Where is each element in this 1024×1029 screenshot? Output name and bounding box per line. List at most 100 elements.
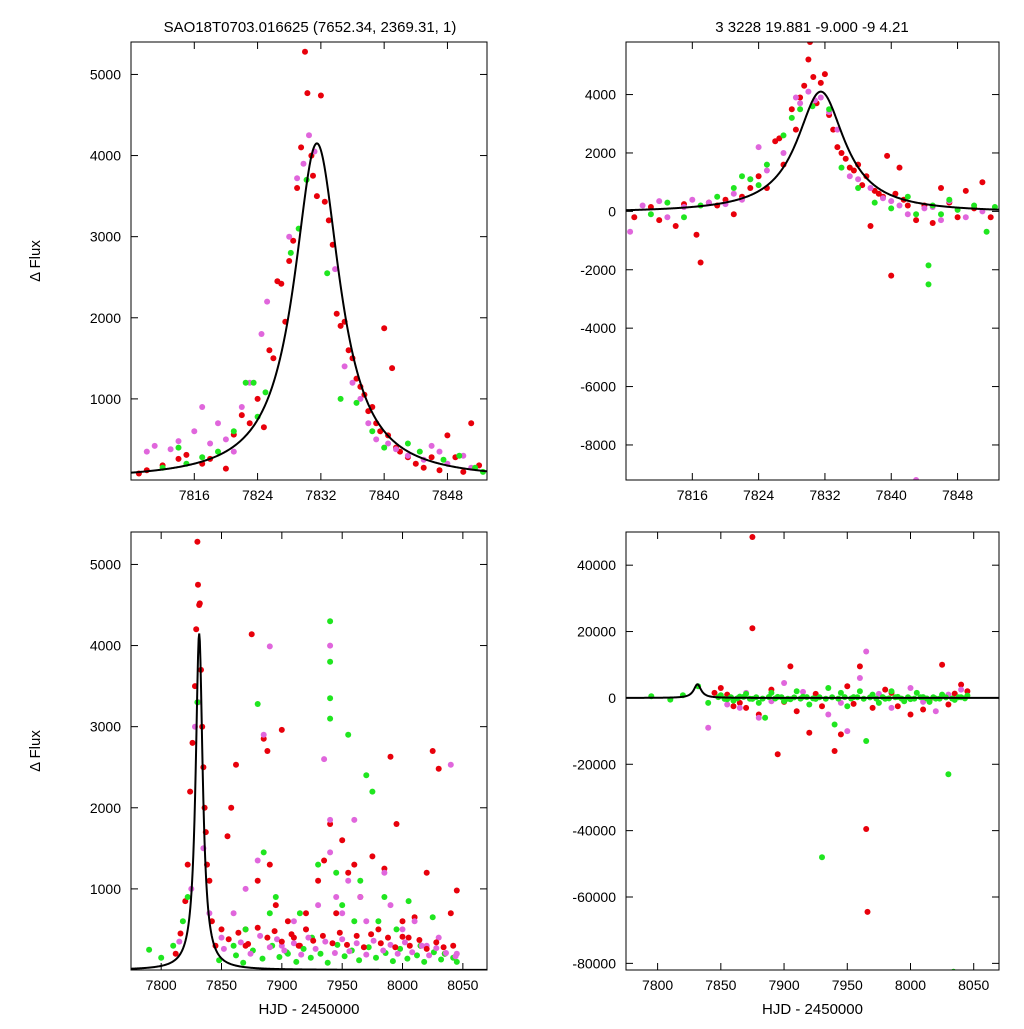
point-red <box>821 71 828 78</box>
point-green <box>739 173 745 180</box>
point-magenta <box>167 446 174 453</box>
y-tick-label: -80000 <box>572 955 616 971</box>
point-magenta <box>220 945 227 952</box>
point-green <box>233 952 239 959</box>
point-magenta <box>339 910 346 917</box>
point-magenta <box>331 950 338 956</box>
point-red <box>730 703 737 710</box>
point-green <box>170 942 177 949</box>
point-red <box>810 74 817 80</box>
x-tick-label: 7816 <box>677 487 708 503</box>
point-green <box>404 955 411 962</box>
point-green <box>440 456 447 463</box>
point-magenta <box>381 869 388 876</box>
point-magenta <box>443 950 449 956</box>
point-magenta <box>176 938 183 945</box>
point-green <box>179 918 186 925</box>
point-red <box>238 412 245 419</box>
point-red <box>172 950 179 957</box>
point-red <box>964 688 971 695</box>
point-magenta <box>904 211 911 218</box>
y-tick-label: 3000 <box>90 229 121 245</box>
point-red <box>904 202 911 209</box>
point-magenta <box>393 446 399 453</box>
x-tick-label: 7900 <box>768 977 799 993</box>
point-red <box>381 865 388 872</box>
point-green <box>381 444 388 451</box>
point-magenta <box>306 132 312 139</box>
x-tick-label: 7950 <box>832 977 863 993</box>
point-red <box>433 939 440 946</box>
point-green <box>730 185 737 191</box>
point-magenta <box>345 877 352 884</box>
point-red <box>264 934 271 941</box>
point-red <box>193 626 200 633</box>
point-green <box>414 952 420 959</box>
point-magenta <box>365 420 372 427</box>
point-red <box>387 753 394 760</box>
point-magenta <box>191 428 198 435</box>
point-magenta <box>418 942 425 949</box>
point-magenta <box>363 951 370 958</box>
point-red <box>302 48 308 55</box>
point-magenta <box>370 937 377 944</box>
point-red <box>867 223 874 229</box>
point-red <box>345 869 352 876</box>
point-green <box>341 953 348 960</box>
point-red <box>776 135 783 142</box>
point-red <box>711 689 718 696</box>
point-red <box>793 708 800 715</box>
point-red <box>429 748 436 754</box>
point-green <box>369 428 376 435</box>
point-red <box>278 280 285 287</box>
point-green <box>946 196 953 203</box>
point-magenta <box>938 217 944 224</box>
point-red <box>958 681 965 688</box>
point-green <box>334 941 341 948</box>
point-red <box>183 451 190 458</box>
point-magenta <box>332 266 339 273</box>
point-red <box>435 765 442 772</box>
point-red <box>951 690 958 697</box>
point-red <box>294 185 301 191</box>
point-red <box>345 347 352 354</box>
x-axis-label: HJD - 2450000 <box>259 1001 360 1018</box>
point-green <box>333 869 340 876</box>
point-red <box>278 726 285 733</box>
point-red <box>460 468 467 475</box>
point-magenta <box>781 680 788 686</box>
point-magenta <box>817 94 824 101</box>
point-green <box>793 688 800 695</box>
point-red <box>310 937 317 944</box>
point-red <box>321 198 328 205</box>
point-red <box>235 929 242 936</box>
x-tick-label: 7800 <box>146 977 177 993</box>
point-magenta <box>238 404 245 410</box>
point-green <box>315 861 322 868</box>
point-magenta <box>290 940 297 947</box>
point-red <box>436 467 443 474</box>
point-red <box>450 942 457 949</box>
point-green <box>327 695 334 702</box>
point-magenta <box>724 701 731 708</box>
point-green <box>327 618 334 625</box>
point-magenta <box>825 711 832 718</box>
x-tick-label: 7816 <box>179 487 210 503</box>
point-red <box>333 310 340 317</box>
point-red <box>339 837 346 844</box>
point-red <box>321 857 328 864</box>
point-green <box>381 894 388 900</box>
point-magenta <box>792 94 799 101</box>
x-tick-label: 7840 <box>876 487 907 503</box>
point-magenta <box>327 849 334 856</box>
point-magenta <box>888 198 895 205</box>
y-axis-label: Δ Flux <box>27 240 44 282</box>
point-red <box>774 751 781 758</box>
point-magenta <box>357 894 364 900</box>
point-magenta <box>333 894 340 900</box>
point-red <box>375 926 382 933</box>
point-red <box>246 420 253 427</box>
point-magenta <box>385 440 392 447</box>
point-magenta <box>247 950 254 957</box>
